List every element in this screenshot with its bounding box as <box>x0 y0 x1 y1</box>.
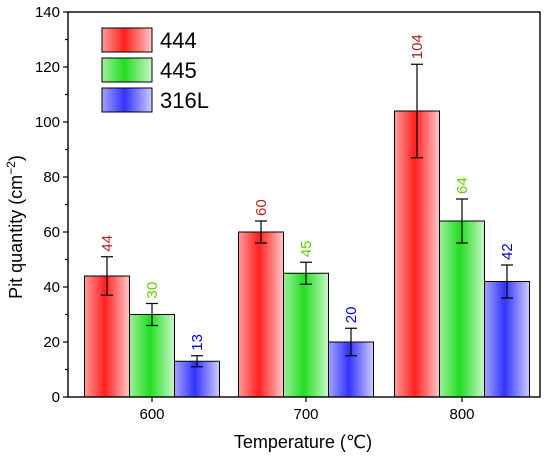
x-tick-label-600: 600 <box>139 406 164 423</box>
y-axis-title-close: ) <box>6 155 26 161</box>
legend-label-316L: 316L <box>160 88 209 113</box>
legend-item-444: 444 <box>101 27 197 53</box>
legend-label-444: 444 <box>160 28 197 53</box>
legend: 444 445 316L <box>101 27 209 113</box>
axes: 0 20 40 60 80 100 120 140 600 700 800 <box>35 4 541 423</box>
bar-444-600 <box>84 275 130 398</box>
x-tick-label-800: 800 <box>449 406 474 423</box>
y-tick-label-20: 20 <box>43 334 60 351</box>
data-label-316L-800: 42 <box>499 243 516 260</box>
error-bar-316L-800 <box>501 264 513 299</box>
y-tick-label-0: 0 <box>52 389 60 406</box>
data-label-444-800: 104 <box>409 34 426 59</box>
data-label-445-800: 64 <box>454 177 471 194</box>
data-label-444-600: 44 <box>99 235 116 252</box>
y-tick-label-60: 60 <box>43 224 60 241</box>
bar-445-600 <box>129 314 175 398</box>
legend-item-445: 445 <box>101 57 197 83</box>
x-axis-title: Temperature (℃) <box>234 432 372 452</box>
error-bar-316L-600 <box>191 355 203 368</box>
bar-444-700 <box>238 231 284 398</box>
y-tick-label-100: 100 <box>35 114 60 131</box>
y-tick-label-120: 120 <box>35 59 60 76</box>
y-tick-label-80: 80 <box>43 169 60 186</box>
error-bar-445-600 <box>146 302 158 327</box>
error-bar-316L-700 <box>345 327 357 357</box>
y-tick-label-140: 140 <box>35 4 60 21</box>
data-label-445-600: 30 <box>144 282 161 299</box>
data-labels-layer: 44 30 13 60 45 20 104 64 42 <box>99 34 516 351</box>
legend-label-445: 445 <box>160 58 197 83</box>
error-bars-layer <box>101 63 513 368</box>
x-tick-label-700: 700 <box>293 406 318 423</box>
y-axis-title-exponent: −2 <box>4 161 18 175</box>
legend-swatch-444 <box>101 27 153 53</box>
y-axis-title-main: Pit quantity (cm <box>6 175 26 299</box>
error-bar-445-800 <box>456 198 468 244</box>
legend-swatch-316L <box>101 87 153 113</box>
error-bar-444-800 <box>411 63 423 159</box>
bar-316L-800 <box>484 281 530 398</box>
data-label-444-700: 60 <box>253 199 270 216</box>
data-label-316L-700: 20 <box>343 307 360 324</box>
bar-445-700 <box>283 272 329 398</box>
legend-item-316L: 316L <box>101 87 209 113</box>
error-bar-445-700 <box>300 261 312 285</box>
y-tick-label-40: 40 <box>43 279 60 296</box>
y-axis-title: Pit quantity (cm−2) <box>4 155 26 299</box>
error-bar-444-600 <box>101 256 113 296</box>
legend-swatch-445 <box>101 57 153 83</box>
data-label-445-700: 45 <box>298 241 315 258</box>
data-label-316L-600: 13 <box>189 334 206 351</box>
error-bar-444-700 <box>255 220 267 244</box>
bar-445-800 <box>439 220 485 398</box>
